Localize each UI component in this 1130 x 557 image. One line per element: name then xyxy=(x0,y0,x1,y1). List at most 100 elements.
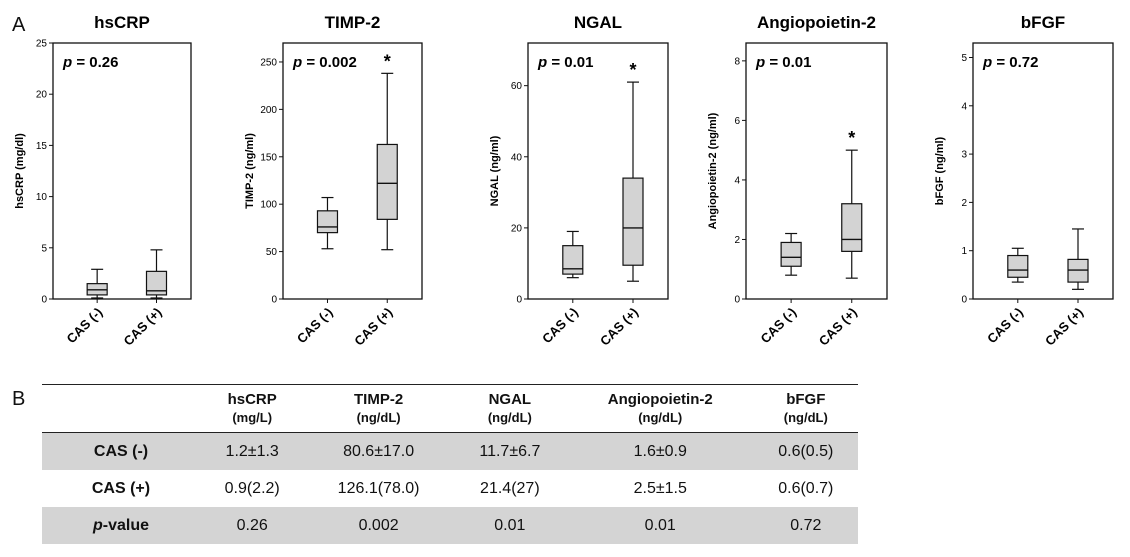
p-symbol: p xyxy=(982,54,992,71)
p-value-text: = 0.01 xyxy=(547,54,593,71)
y-axis-label: bFGF (ng/ml) xyxy=(934,136,946,205)
x-tick-label: CAS (-) xyxy=(984,305,1026,347)
table-header-cell xyxy=(42,384,200,433)
x-tick-label: CAS (-) xyxy=(64,305,106,347)
x-tick-label: CAS (-) xyxy=(539,305,581,347)
table-header-row: hsCRP (mg/L) TIMP-2 (ng/dL) NGAL (ng/dL) An… xyxy=(42,384,858,433)
chart-title: hsCRP xyxy=(94,13,150,32)
row-label: p-value xyxy=(42,507,200,544)
significance-asterisk: * xyxy=(848,128,855,148)
significance-asterisk: * xyxy=(629,60,636,80)
y-tick-label: 3 xyxy=(961,150,967,161)
y-tick-label: 0 xyxy=(41,295,47,306)
y-tick-label: 200 xyxy=(260,105,277,116)
p-value-annotation: p = 0.01 xyxy=(755,54,811,71)
y-tick-label: 150 xyxy=(260,152,277,163)
table-cell: 0.01 xyxy=(566,507,754,544)
y-tick-label: 60 xyxy=(511,81,523,92)
plot-frame xyxy=(52,42,192,300)
y-tick-label: 4 xyxy=(961,101,967,112)
y-tick-label: 25 xyxy=(36,39,48,50)
x-tick-label: CAS (+) xyxy=(1042,305,1086,349)
table-row: CAS (+) 0.9(2.2) 126.1(78.0) 21.4(27) 2.… xyxy=(42,470,858,507)
column-unit: (ng/dL) xyxy=(638,410,683,425)
table-header-cell: TIMP-2 (ng/dL) xyxy=(304,384,453,433)
p-symbol: p xyxy=(292,54,302,71)
column-name: NGAL xyxy=(488,391,532,408)
table-row: p-value 0.26 0.002 0.01 0.01 0.72 xyxy=(42,507,858,544)
box-iqr xyxy=(1067,258,1089,283)
p-symbol: p xyxy=(537,54,547,71)
p-value-text: = 0.002 xyxy=(302,54,357,71)
y-axis-label: NGAL (ng/ml) xyxy=(489,135,501,206)
table-cell: 2.5±1.5 xyxy=(633,479,687,497)
x-tick-label: CAS (-) xyxy=(757,305,799,347)
p-value-text: = 0.01 xyxy=(765,54,811,71)
plot-frame xyxy=(972,42,1114,300)
p-value-annotation: p = 0.72 xyxy=(982,54,1038,71)
y-axis-label: TIMP-2 (ng/ml) xyxy=(244,133,256,209)
y-tick-label: 0 xyxy=(734,295,740,306)
chart-title: TIMP-2 xyxy=(325,13,381,32)
row-label: CAS (+) xyxy=(91,479,151,497)
p-value-annotation: p = 0.002 xyxy=(292,54,357,71)
panel-a-label: A xyxy=(12,14,26,36)
p-symbol: p xyxy=(755,54,765,71)
column-name: Angiopoietin-2 xyxy=(607,391,713,408)
y-tick-label: 10 xyxy=(36,192,48,203)
table-cell: 21.4(27) xyxy=(480,479,540,497)
p-value-text: = 0.72 xyxy=(992,54,1038,71)
box-iqr xyxy=(841,203,863,252)
box-iqr xyxy=(780,241,802,267)
x-tick-label: CAS (+) xyxy=(351,305,395,349)
x-tick-label: CAS (+) xyxy=(597,305,641,349)
table-header-cell: bFGF (ng/dL) xyxy=(753,384,858,433)
y-axis-label: Angiopoietin-2 (ng/ml) xyxy=(707,112,719,229)
y-tick-label: 20 xyxy=(511,223,523,234)
y-tick-label: 5 xyxy=(41,243,47,254)
box-iqr xyxy=(1007,254,1029,278)
column-unit: (ng/dL) xyxy=(487,410,532,425)
table-cell: 126.1(78.0) xyxy=(337,479,420,497)
y-tick-label: 2 xyxy=(734,235,740,246)
plot-frame xyxy=(282,42,423,300)
chart-title: Angiopoietin-2 xyxy=(757,13,876,32)
table-cell: 0.26 xyxy=(200,507,305,544)
y-tick-label: 250 xyxy=(260,57,277,68)
panel-b-label: B xyxy=(12,388,26,410)
p-value-annotation: p = 0.26 xyxy=(62,54,118,71)
y-tick-label: 0 xyxy=(271,295,277,306)
row-label: CAS (-) xyxy=(42,432,200,470)
p-value-text: = 0.26 xyxy=(72,54,118,71)
y-tick-label: 6 xyxy=(734,116,740,127)
significance-asterisk: * xyxy=(384,51,391,71)
p-symbol: p xyxy=(62,54,72,71)
plot-frame xyxy=(745,42,888,300)
y-tick-label: 100 xyxy=(260,200,277,211)
column-name: hsCRP xyxy=(227,391,277,408)
box-iqr xyxy=(622,177,644,266)
box-iqr xyxy=(316,210,339,234)
y-tick-label: 0 xyxy=(516,295,522,306)
box-iqr xyxy=(376,143,398,220)
x-tick-label: CAS (-) xyxy=(294,305,336,347)
y-tick-label: 40 xyxy=(511,152,523,163)
y-axis-label: hsCRP (mg/dl) xyxy=(14,133,26,209)
table-cell: 80.6±17.0 xyxy=(304,432,453,470)
x-tick-label: CAS (+) xyxy=(816,305,860,349)
column-name: TIMP-2 xyxy=(354,391,404,408)
table-header-cell: hsCRP (mg/L) xyxy=(200,384,305,433)
p-value-annotation: p = 0.01 xyxy=(537,54,593,71)
column-unit: (ng/dL) xyxy=(783,410,828,425)
chart-title: bFGF xyxy=(1021,13,1065,32)
table-row: CAS (-) 1.2±1.3 80.6±17.0 11.7±6.7 1.6±0… xyxy=(42,432,858,470)
y-tick-label: 5 xyxy=(961,53,967,64)
y-tick-label: 1 xyxy=(961,246,967,257)
table-header-cell: Angiopoietin-2 (ng/dL) xyxy=(566,384,754,433)
table-cell: 0.6(0.5) xyxy=(753,432,858,470)
x-tick-label: CAS (+) xyxy=(121,305,165,349)
box-iqr xyxy=(145,270,168,296)
summary-table: hsCRP (mg/L) TIMP-2 (ng/dL) NGAL (ng/dL) An… xyxy=(42,384,858,544)
y-tick-label: 2 xyxy=(961,198,967,209)
y-tick-label: 15 xyxy=(36,141,48,152)
